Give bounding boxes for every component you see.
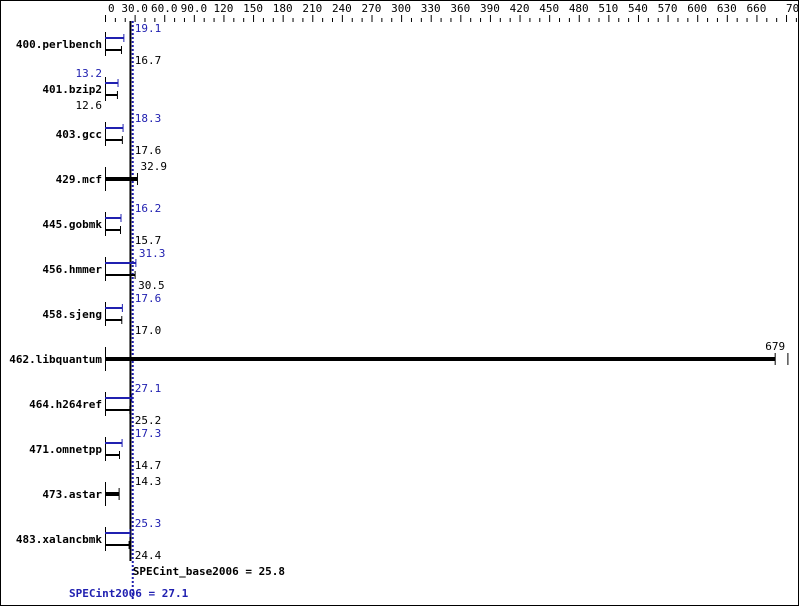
x-tick-label: 120 bbox=[214, 2, 234, 15]
x-tick-label: 540 bbox=[628, 2, 648, 15]
base-value-label: 24.4 bbox=[135, 549, 162, 562]
base-value-label: 17.6 bbox=[135, 144, 162, 157]
x-tick-label: 390 bbox=[480, 2, 500, 15]
base-value-label: 14.7 bbox=[135, 459, 162, 472]
x-tick-label: 450 bbox=[539, 2, 559, 15]
benchmark-label: 429.mcf bbox=[56, 173, 102, 186]
x-tick-label: 700 bbox=[786, 2, 798, 15]
peak-value-label: 25.3 bbox=[135, 517, 162, 530]
peak-value-label: 27.1 bbox=[135, 382, 162, 395]
x-tick-label: 180 bbox=[273, 2, 293, 15]
base-value-label: 14.3 bbox=[135, 475, 162, 488]
peak-value-label: 17.3 bbox=[135, 427, 162, 440]
x-tick-label: 630 bbox=[717, 2, 737, 15]
benchmark-label: 483.xalancbmk bbox=[16, 533, 102, 546]
base-value-label: 17.0 bbox=[135, 324, 162, 337]
benchmark-label: 445.gobmk bbox=[42, 218, 102, 231]
peak-value-label: 19.1 bbox=[135, 22, 162, 35]
base-value-label: 15.7 bbox=[135, 234, 162, 247]
peak-summary-label: SPECint2006 = 27.1 bbox=[69, 587, 189, 600]
base-value-label: 30.5 bbox=[138, 279, 165, 292]
x-tick-label: 480 bbox=[569, 2, 589, 15]
peak-value-label: 16.2 bbox=[135, 202, 162, 215]
x-tick-label: 360 bbox=[450, 2, 470, 15]
base-value-label: 679 bbox=[765, 340, 785, 353]
benchmark-label: 403.gcc bbox=[56, 128, 102, 141]
benchmark-label: 471.omnetpp bbox=[29, 443, 102, 456]
x-tick-label: 300 bbox=[391, 2, 411, 15]
x-tick-label: 270 bbox=[362, 2, 382, 15]
x-tick-label: 510 bbox=[598, 2, 618, 15]
x-tick-label: 150 bbox=[243, 2, 263, 15]
benchmark-label: 464.h264ref bbox=[29, 398, 102, 411]
base-summary-label: SPECint_base2006 = 25.8 bbox=[133, 565, 285, 578]
x-tick-label: 660 bbox=[746, 2, 766, 15]
x-tick-label: 330 bbox=[421, 2, 441, 15]
x-tick-label: 0 bbox=[108, 2, 115, 15]
base-value-label: 25.2 bbox=[135, 414, 162, 427]
x-tick-label: 30.0 bbox=[121, 2, 148, 15]
x-tick-label: 240 bbox=[332, 2, 352, 15]
benchmark-label: 462.libquantum bbox=[9, 353, 102, 366]
base-value-label: 16.7 bbox=[135, 54, 162, 67]
peak-value-label: 13.2 bbox=[76, 67, 103, 80]
x-tick-label: 210 bbox=[302, 2, 322, 15]
x-tick-label: 90.0 bbox=[181, 2, 208, 15]
benchmark-label: 400.perlbench bbox=[16, 38, 102, 51]
benchmark-label: 458.sjeng bbox=[42, 308, 102, 321]
x-tick-label: 60.0 bbox=[151, 2, 178, 15]
benchmark-label: 401.bzip2 bbox=[42, 83, 102, 96]
base-value-label: 12.6 bbox=[76, 99, 103, 112]
peak-value-label: 18.3 bbox=[135, 112, 162, 125]
peak-value-label: 31.3 bbox=[139, 247, 166, 260]
benchmark-label: 473.astar bbox=[42, 488, 102, 501]
x-tick-label: 600 bbox=[687, 2, 707, 15]
base-value-label: 32.9 bbox=[140, 160, 167, 173]
x-tick-label: 570 bbox=[658, 2, 678, 15]
benchmark-label: 456.hmmer bbox=[42, 263, 102, 276]
x-tick-label: 420 bbox=[510, 2, 530, 15]
peak-value-label: 17.6 bbox=[135, 292, 162, 305]
